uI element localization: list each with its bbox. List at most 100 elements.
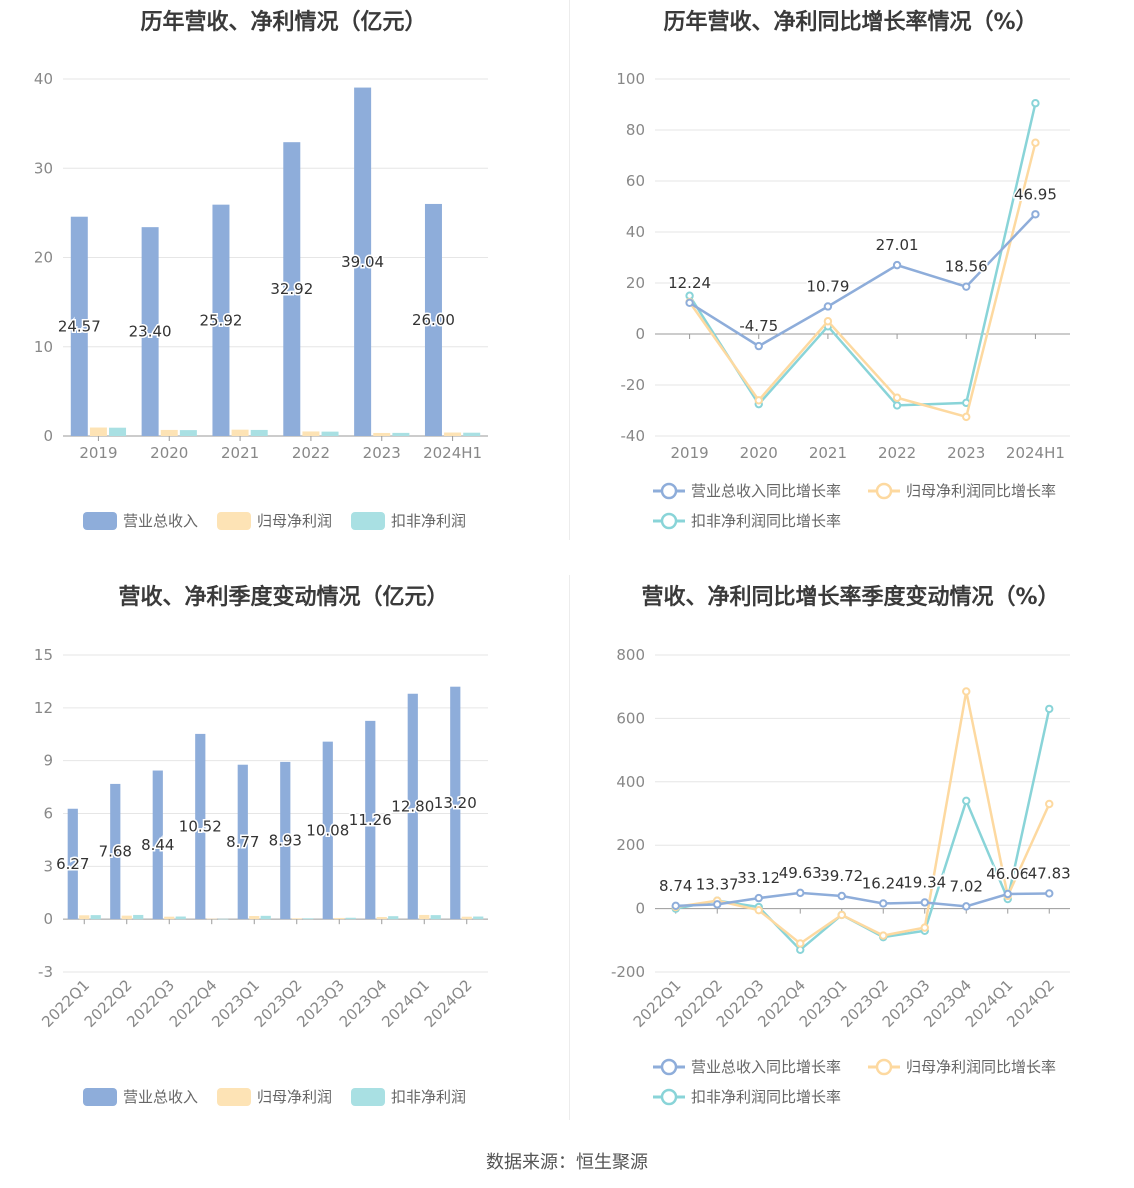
x-tick-label: 2020: [150, 444, 188, 462]
series-point: [1031, 138, 1040, 147]
series-point: [892, 260, 902, 270]
series-line: [675, 691, 1051, 946]
bar-net-profit: [121, 915, 132, 920]
bar-deducted-profit: [179, 430, 197, 436]
bar-data-label: 8.93: [269, 832, 302, 850]
bar-data-label: 13.20: [434, 794, 477, 812]
bar-deducted-profit: [175, 916, 186, 920]
series-point: [892, 393, 902, 402]
bar-net-profit: [419, 914, 430, 920]
bar-deducted-profit: [321, 431, 339, 436]
chart-title: 历年营收、净利情况（亿元）: [140, 10, 427, 35]
line-data-label: 19.34: [903, 873, 946, 891]
bar-data-label: 12.80: [391, 797, 434, 815]
series-point: [1045, 799, 1054, 809]
x-tick-label: 2019: [79, 444, 117, 462]
y-tick-label: 0: [43, 427, 53, 445]
legend-label: 营业总收入同比增长率: [691, 482, 841, 500]
bar-net-profit: [249, 915, 260, 920]
quarterly-revenue-profit-panel: 营收、净利季度变动情况（亿元） -3 0 3 6 9 12 15 2022Q1 2022Q2 20…: [0, 575, 567, 1150]
legend-swatch: [351, 1088, 385, 1106]
line-data-label: 12.24: [668, 274, 711, 292]
y-tick-label: 20: [626, 274, 645, 292]
x-tick-label: 2019: [670, 444, 708, 462]
bar-revenue: [424, 203, 442, 436]
bar-deducted-profit: [250, 429, 268, 436]
y-tick-label: 0: [635, 900, 645, 918]
bar-deducted-profit: [109, 427, 127, 436]
y-tick-label: 200: [616, 836, 645, 854]
series-point: [754, 893, 763, 903]
series-point: [754, 905, 763, 915]
bar-data-label: 8.44: [141, 836, 174, 854]
y-tick-label: 12: [34, 699, 53, 717]
y-tick-label: 0: [43, 910, 53, 928]
line-data-label: 46.06: [986, 865, 1029, 883]
source-note: 数据来源：恒生聚源: [486, 1152, 648, 1173]
legend-marker: [660, 1058, 678, 1076]
legend-swatch: [351, 512, 385, 530]
bar-data-label: 25.92: [199, 311, 242, 329]
bar-deducted-profit: [463, 432, 481, 436]
y-tick-label: -3: [38, 963, 53, 981]
bar-data-label: 10.52: [179, 818, 222, 836]
y-tick-label: 3: [43, 857, 53, 875]
x-tick-label: 2024H1: [423, 444, 482, 462]
line-data-label: 47.83: [1028, 864, 1071, 882]
line-data-label: 18.56: [945, 258, 988, 276]
legend-label: 扣非净利润: [391, 1088, 466, 1106]
legend-label: 扣非净利润同比增长率: [691, 512, 841, 530]
bar-net-profit: [160, 429, 178, 436]
line-data-label: 13.37: [696, 875, 739, 893]
bar-revenue: [152, 770, 163, 920]
chart-plot-group: -40 -20 0 20 40 60 80 100 2019 2020 2021 2022 2023 20…: [616, 70, 1070, 530]
legend-marker: [660, 482, 678, 500]
bar-data-label: 11.26: [349, 811, 392, 829]
series-point: [962, 902, 971, 911]
line-data-label: 49.63: [779, 864, 822, 882]
x-tick-label: 2024H1: [1006, 444, 1065, 462]
y-tick-label: 40: [626, 223, 645, 241]
bar-net-profit: [79, 915, 90, 920]
bar-deducted-profit: [388, 916, 399, 920]
bar-data-label: 32.92: [270, 280, 313, 298]
quarterly-growth-panel: 营收、净利同比增长率季度变动情况（%） -200 0 200 400 600 800 202…: [567, 575, 1134, 1150]
chart-title: 历年营收、净利同比增长率情况（%）: [663, 10, 1038, 35]
bar-net-profit: [164, 916, 175, 920]
series-point: [754, 341, 763, 351]
series-point: [713, 900, 722, 909]
bar-revenue: [195, 733, 206, 920]
bar-net-profit: [376, 917, 387, 920]
bar-data-label: 26.00: [412, 311, 455, 329]
y-tick-label: 40: [34, 70, 53, 88]
legend-label: 扣非净利润: [391, 512, 466, 530]
chart-title: 营收、净利季度变动情况（亿元）: [118, 585, 449, 610]
y-tick-label: 400: [616, 773, 645, 791]
line-data-label: 16.24: [862, 874, 905, 892]
bar-revenue: [365, 720, 376, 920]
bar-net-profit: [89, 427, 107, 436]
annual-bar-chart: 0 10 20 30 40 2019 2020 2021 2022 2023 2024H1 24.57…: [34, 70, 488, 530]
chart-title: 营收、净利同比增长率季度变动情况（%）: [641, 585, 1060, 610]
legend-label: 归母净利润同比增长率: [906, 1058, 1056, 1076]
chart-plot-group: -20002004006008002022Q12022Q22022Q32022Q…: [611, 646, 1072, 1106]
legend-marker: [875, 482, 893, 500]
bar-net-profit: [444, 432, 462, 436]
bar-data-label: 6.27: [56, 855, 89, 873]
quarterly-bar-chart: -3036912152022Q12022Q22022Q32022Q42023Q1…: [34, 646, 488, 1106]
line-data-label: 33.12: [737, 869, 780, 887]
series-point: [962, 282, 971, 291]
bar-deducted-profit: [133, 914, 144, 920]
legend-label: 归母净利润同比增长率: [906, 482, 1056, 500]
y-tick-label: -40: [621, 427, 646, 445]
bar-deducted-profit: [90, 915, 101, 920]
x-tick-label: 2022: [878, 444, 916, 462]
bar-revenue: [354, 87, 372, 437]
quarterly-growth-line-chart: -20002004006008002022Q12022Q22022Q32022Q…: [611, 646, 1072, 1106]
x-tick-label: 2020: [740, 444, 778, 462]
legend-label: 营业总收入同比增长率: [691, 1058, 841, 1076]
series-point: [962, 687, 971, 696]
y-tick-label: 600: [616, 709, 645, 727]
series-point: [671, 901, 680, 911]
